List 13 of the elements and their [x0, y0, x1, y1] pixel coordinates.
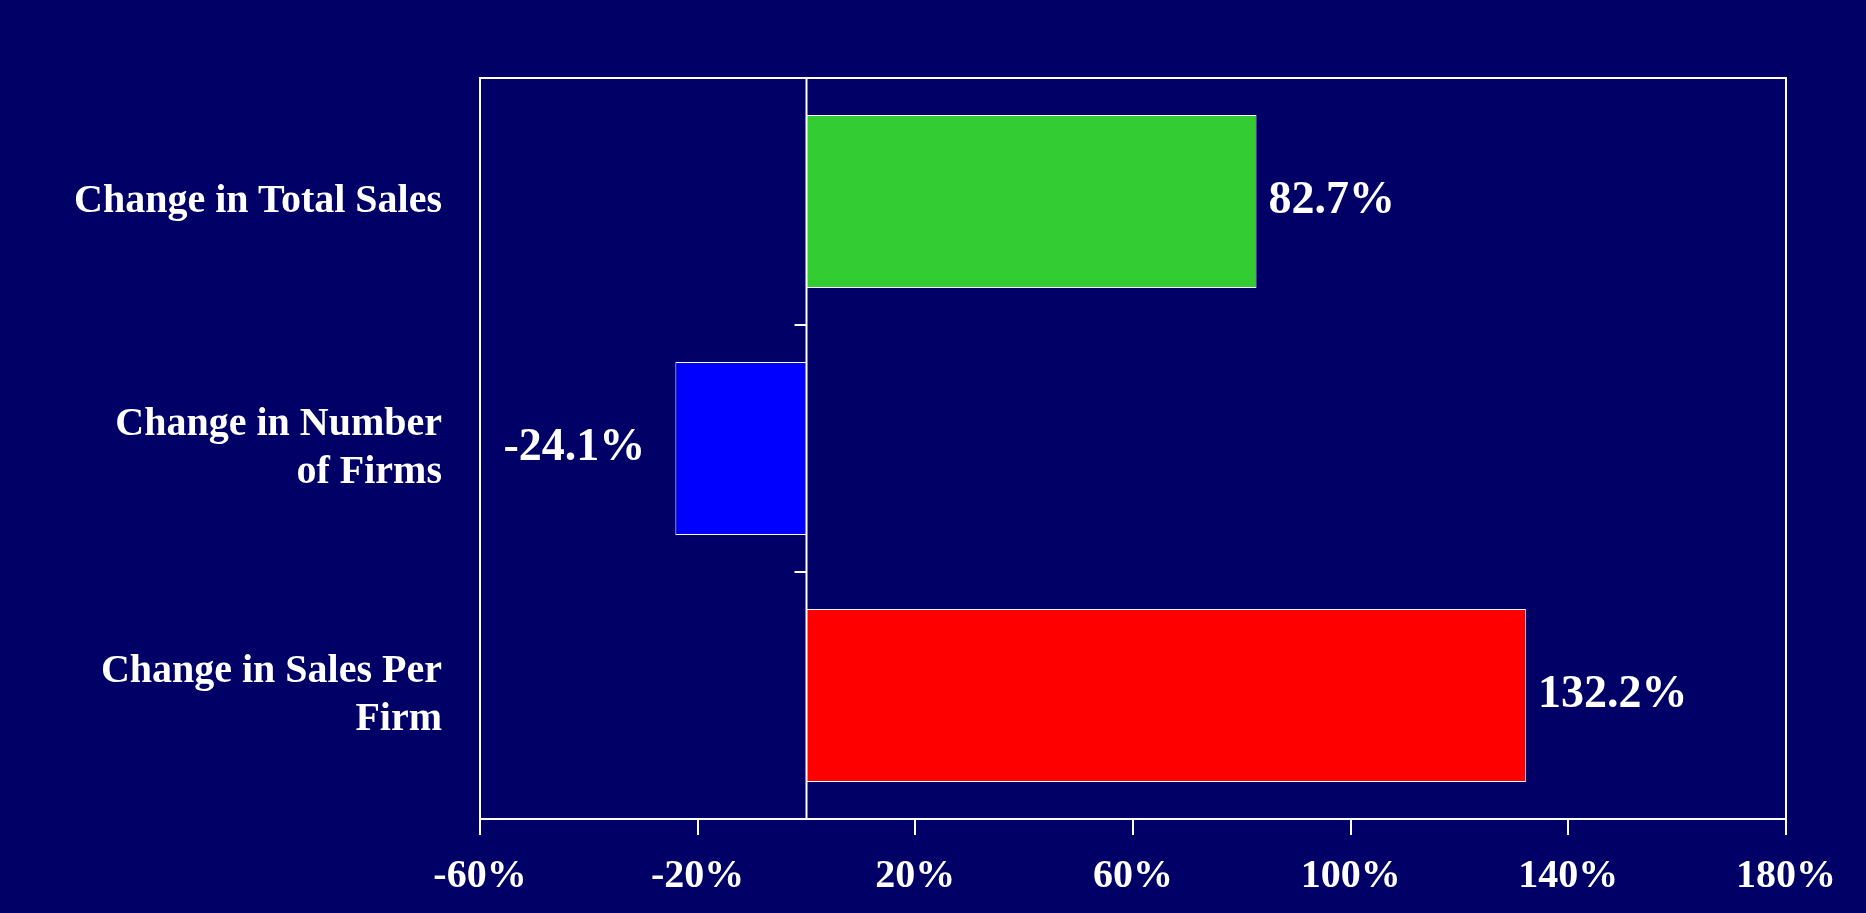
- x-tick-label: -20%: [651, 851, 745, 897]
- x-tick-label: 140%: [1518, 851, 1619, 897]
- data-label: -24.1%: [503, 419, 646, 471]
- x-tick-label: 180%: [1736, 851, 1836, 897]
- data-label: 82.7%: [1268, 172, 1396, 224]
- x-tick-label: 100%: [1300, 851, 1401, 897]
- y-tick-label: Change in Number of Firms: [115, 398, 442, 492]
- y-tick-label: Change in Total Sales: [74, 175, 442, 221]
- data-label: 132.2%: [1537, 666, 1688, 718]
- y-tick-label: Change in Sales Per Firm: [100, 645, 442, 739]
- x-tick-label: 20%: [875, 851, 956, 897]
- x-tick-label: -60%: [433, 851, 527, 897]
- x-tick-label: 60%: [1093, 851, 1173, 897]
